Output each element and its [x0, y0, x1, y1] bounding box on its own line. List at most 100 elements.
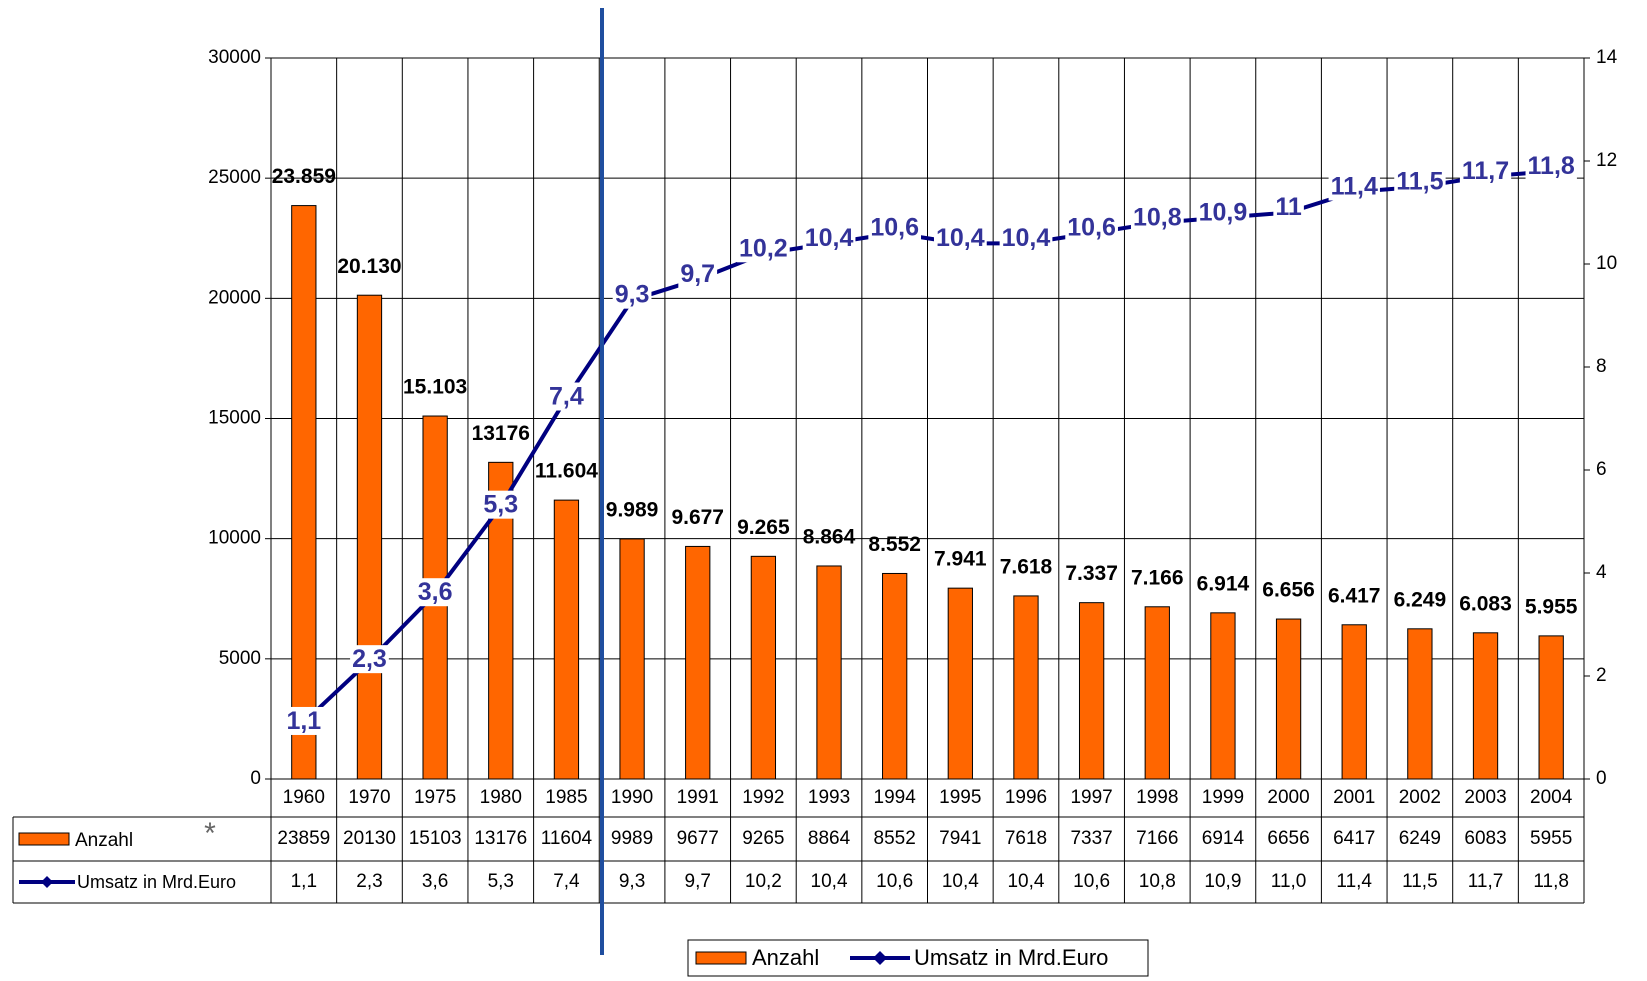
table-row-label: Umsatz in Mrd.Euro — [77, 872, 236, 892]
bar-value-label: 9.677 — [671, 506, 724, 529]
bar-value-label: 7.166 — [1131, 566, 1184, 589]
table-cell: 11,8 — [1533, 871, 1569, 892]
bar — [1407, 628, 1433, 780]
label-bg — [1328, 172, 1380, 201]
line-value-label: 11,4 — [1331, 173, 1378, 201]
label-bg — [1394, 167, 1446, 196]
line-value-label: 10,4 — [936, 224, 985, 252]
table-cell: 5955 — [1530, 828, 1572, 849]
table-cell: 1,1 — [291, 871, 317, 892]
y2-tick-label: 14 — [1596, 47, 1618, 68]
table-cell: 11,7 — [1468, 871, 1504, 892]
table-cell: 8864 — [808, 828, 851, 849]
y-tick-label: 0 — [250, 768, 261, 789]
x-tick-label: 1970 — [348, 787, 390, 808]
line-value-label: 11,5 — [1396, 167, 1443, 195]
table-cell: 9265 — [742, 828, 784, 849]
bar-value-label: 20.130 — [337, 255, 401, 278]
x-tick-label: 1991 — [677, 787, 719, 808]
bar — [882, 572, 908, 780]
table-cell: 10,4 — [811, 871, 848, 892]
x-tick-label: 1990 — [611, 787, 653, 808]
table-row-label: Anzahl — [75, 830, 133, 851]
bar — [750, 555, 777, 780]
bar — [1275, 618, 1302, 780]
bar-value-label: 7.618 — [1000, 555, 1053, 578]
line-value-label: 11,7 — [1462, 157, 1509, 185]
table-cell: 10,4 — [1007, 871, 1044, 892]
table-cell: 8552 — [874, 828, 916, 849]
table-cell: 9,3 — [619, 871, 645, 892]
label-bg — [737, 234, 790, 263]
x-tick-label: 2003 — [1464, 787, 1506, 808]
bar — [291, 205, 317, 780]
x-tick-label: 1985 — [545, 787, 587, 808]
line-value-label: 10,2 — [739, 234, 788, 262]
legend-swatch — [695, 951, 747, 965]
legend-label: Umsatz in Mrd.Euro — [914, 945, 1108, 970]
table-cell: 7941 — [939, 828, 981, 849]
table-cell: 5,3 — [488, 871, 514, 892]
table-cell: 10,6 — [1073, 871, 1110, 892]
table-cell: 6656 — [1267, 828, 1309, 849]
line-value-label: 11,8 — [1528, 152, 1575, 180]
x-tick-label: 1975 — [414, 787, 456, 808]
x-tick-label: 1999 — [1202, 787, 1244, 808]
label-bg — [481, 490, 521, 519]
line-value-label: 9,7 — [680, 260, 715, 288]
y2-tick-label: 12 — [1596, 150, 1617, 171]
line-value-label: 10,9 — [1199, 198, 1248, 226]
y2-tick-label: 6 — [1596, 459, 1607, 480]
bar-value-label: 6.656 — [1262, 579, 1315, 602]
bar — [356, 294, 383, 780]
table-cell: 10,2 — [745, 871, 782, 892]
line-value-label: 10,6 — [870, 214, 919, 242]
table-cell: 13176 — [474, 828, 527, 849]
y2-tick-label: 10 — [1596, 253, 1617, 274]
y2-tick-label: 4 — [1596, 562, 1607, 583]
bar-value-label: 15.103 — [403, 376, 467, 399]
line-value-label: 9,3 — [615, 281, 650, 309]
table-cell: 2,3 — [356, 871, 382, 892]
table-cell: 6417 — [1333, 828, 1375, 849]
table-cell: 11,5 — [1402, 871, 1438, 892]
label-bg — [1065, 213, 1118, 242]
x-tick-label: 1996 — [1005, 787, 1047, 808]
label-bg — [284, 706, 324, 735]
x-tick-label: 1992 — [742, 787, 784, 808]
label-bg — [415, 578, 455, 607]
table-cell: 11,4 — [1336, 871, 1372, 892]
label-bg — [999, 224, 1053, 253]
bar-value-label: 8.552 — [868, 533, 921, 556]
y-tick-label: 25000 — [208, 167, 261, 188]
table-cell: 10,4 — [942, 871, 979, 892]
label-bg — [1196, 198, 1250, 227]
y2-tick-label: 0 — [1596, 768, 1607, 789]
table-cell: 3,6 — [422, 871, 448, 892]
bar-value-label: 5.955 — [1525, 595, 1578, 618]
table-cell: 10,6 — [876, 871, 913, 892]
x-tick-label: 1997 — [1070, 787, 1112, 808]
label-bg — [678, 260, 718, 289]
table-cell: 10,9 — [1204, 871, 1241, 892]
line-value-label: 10,6 — [1067, 214, 1116, 242]
table-cell: 9989 — [611, 828, 653, 849]
annotation: * — [204, 817, 216, 850]
table-cell: 9,7 — [685, 871, 711, 892]
bar-value-label: 6.083 — [1459, 592, 1512, 615]
table-cell: 6249 — [1399, 828, 1441, 849]
bar-value-label: 7.337 — [1065, 562, 1118, 585]
y-tick-label: 30000 — [208, 47, 261, 68]
label-bg — [1525, 151, 1577, 180]
x-tick-label: 2002 — [1399, 787, 1441, 808]
legend-box — [687, 939, 1149, 977]
x-tick-label: 1993 — [808, 787, 850, 808]
bar-value-label: 9.265 — [737, 516, 790, 539]
label-bg — [868, 213, 922, 242]
bar — [1144, 606, 1170, 780]
bar — [947, 587, 973, 780]
y2-tick-label: 2 — [1596, 665, 1607, 686]
x-tick-label: 2000 — [1267, 787, 1309, 808]
line-value-label: 10,4 — [1002, 224, 1051, 252]
